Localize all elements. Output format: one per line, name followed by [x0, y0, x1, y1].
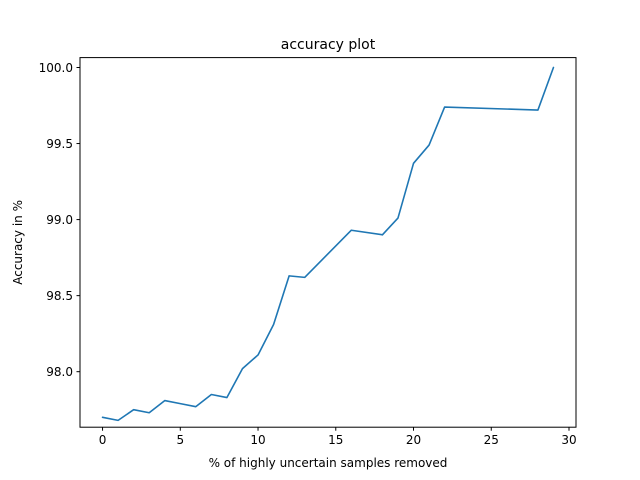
y-tick-label: 98.5 [46, 289, 73, 303]
x-tick-label: 15 [328, 433, 343, 447]
x-tick-label: 25 [484, 433, 499, 447]
x-tick-label: 20 [406, 433, 421, 447]
x-axis-ticks: 0 5 10 15 20 25 30 [99, 427, 577, 447]
y-tick-label: 99.5 [46, 137, 73, 151]
y-tick-label: 98.0 [46, 365, 73, 379]
x-axis-label: % of highly uncertain samples removed [209, 456, 448, 470]
series-layer [101, 66, 555, 422]
y-axis-label: Accuracy in % [11, 200, 25, 285]
x-tick-label: 30 [561, 433, 576, 447]
axes-frame [79, 57, 577, 428]
plot-area [80, 57, 576, 428]
x-tick-label: 5 [176, 433, 184, 447]
chart-title: accuracy plot [281, 37, 376, 53]
accuracy-line [101, 66, 555, 422]
y-axis-ticks: 98.0 98.5 99.0 99.5 100.0 [39, 61, 80, 379]
x-tick-label: 10 [250, 433, 265, 447]
y-tick-label: 100.0 [39, 61, 73, 75]
x-tick-label: 0 [99, 433, 107, 447]
y-tick-label: 99.0 [46, 213, 73, 227]
